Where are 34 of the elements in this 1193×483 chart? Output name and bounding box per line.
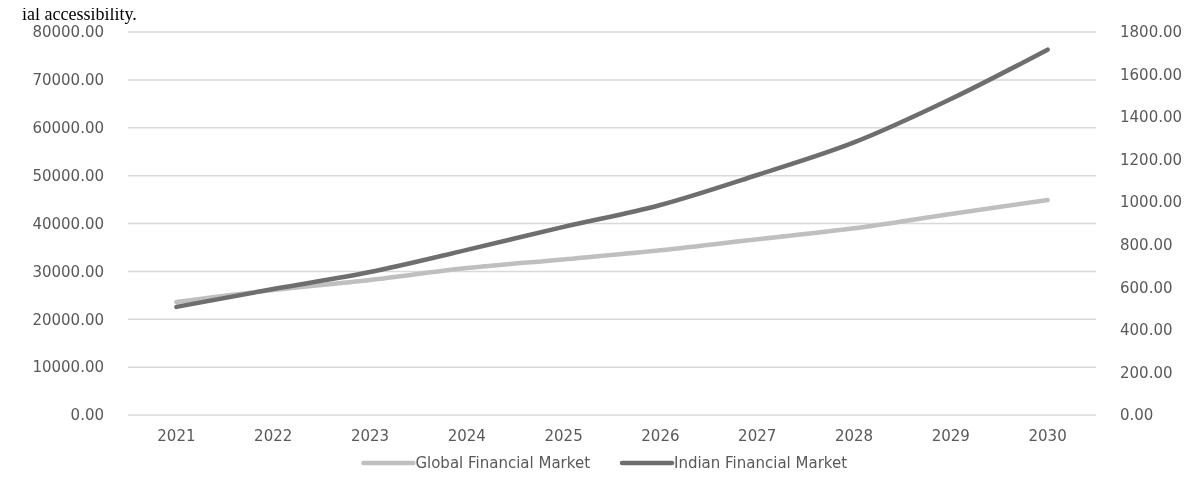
x-tick-label: 2022: [254, 427, 293, 445]
legend-label: Global Financial Market: [415, 454, 591, 473]
y-tick-label: 20000.00: [32, 310, 104, 329]
y-tick-label: 40000.00: [32, 214, 104, 233]
x-tick-label: 2024: [447, 427, 486, 445]
y2-tick-label: 1600.00: [1120, 65, 1183, 84]
x-tick-label: 2026: [641, 427, 680, 445]
x-tick-label: 2028: [834, 427, 874, 445]
y2-tick-label: 1400.00: [1120, 108, 1183, 127]
x-tick-label: 2027: [738, 427, 777, 445]
text: ial accessibility.: [22, 4, 137, 24]
x-tick-label: 2025: [544, 427, 583, 445]
y-tick-label: 80000.00: [32, 23, 104, 42]
x-tick-label: 2023: [350, 427, 390, 445]
y-tick-label: 50000.00: [32, 166, 104, 185]
y-tick-label: 0.00: [70, 406, 104, 425]
y2-tick-label: 1800.00: [1120, 23, 1183, 42]
y-tick-label: 10000.00: [32, 358, 104, 377]
x-tick-label: 2021: [157, 427, 196, 445]
y-tick-label: 70000.00: [32, 71, 104, 90]
y-tick-label: 30000.00: [32, 262, 104, 281]
y2-tick-label: 800.00: [1120, 236, 1173, 255]
y2-tick-label: 600.00: [1120, 278, 1173, 297]
y2-tick-label: 400.00: [1120, 321, 1173, 340]
y2-tick-label: 0.00: [1120, 406, 1154, 425]
y-tick-label: 60000.00: [32, 119, 104, 137]
line-series: [174, 197, 1050, 305]
legend-label: Indian Financial Market: [674, 454, 848, 473]
y2-tick-label: 1000.00: [1120, 193, 1183, 212]
line-series: [174, 47, 1050, 310]
y2-tick-label: 200.00: [1120, 363, 1173, 382]
x-tick-label: 2030: [1028, 427, 1067, 445]
y2-tick-label: 1200.00: [1120, 150, 1183, 169]
x-tick-label: 2029: [931, 427, 970, 445]
